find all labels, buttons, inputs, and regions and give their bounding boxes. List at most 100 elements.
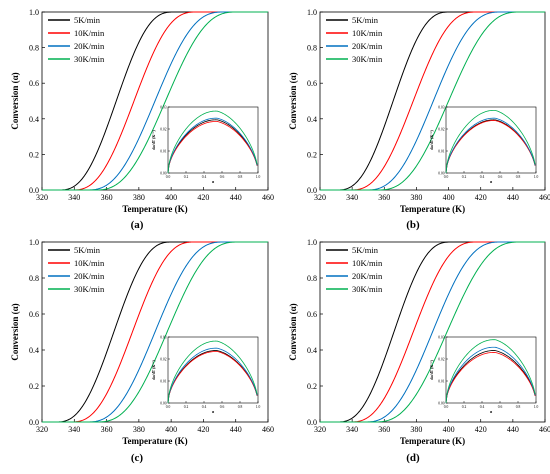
x-tick-label: 380 bbox=[133, 193, 145, 202]
inset-y-axis-label: dα/dT (K⁻¹) bbox=[152, 130, 156, 150]
inset-y-tick-label: 0.01 bbox=[438, 379, 444, 383]
x-tick-label: 340 bbox=[68, 425, 80, 434]
chart-panel-3: 320 340 360 380 400 420 440 460 0.0 0.2 0.4 0.6 0.8 1… bbox=[288, 238, 550, 464]
y-tick-label: 0.6 bbox=[307, 79, 317, 88]
x-tick-label: 320 bbox=[36, 193, 48, 202]
inset-series-line-2 bbox=[445, 117, 536, 174]
y-tick-label: 0.4 bbox=[29, 346, 39, 355]
chart-panel-1: 320 340 360 380 400 420 440 460 0.0 0.2 0.4 0.6 0.8 1… bbox=[288, 8, 550, 231]
y-tick-label: 0.6 bbox=[29, 79, 39, 88]
inset-series-line-3 bbox=[445, 339, 536, 404]
inset-series-line-2 bbox=[167, 117, 258, 174]
inset-x-tick-label: 0.4 bbox=[202, 175, 207, 179]
inset-series-line-1 bbox=[167, 121, 258, 174]
x-tick-label: 320 bbox=[314, 193, 326, 202]
legend-label: 20K/min bbox=[352, 271, 383, 281]
inset-x-tick-label: 0.2 bbox=[462, 175, 467, 179]
y-tick-label: 1.0 bbox=[307, 8, 317, 17]
y-tick-label: 0.2 bbox=[307, 150, 317, 159]
inset-series-line-2 bbox=[445, 346, 536, 404]
y-tick-label: 0.0 bbox=[307, 418, 317, 427]
x-tick-label: 460 bbox=[262, 193, 274, 202]
x-tick-label: 400 bbox=[165, 425, 177, 434]
legend-label: 20K/min bbox=[74, 271, 105, 281]
inset-x-tick-label: 0.2 bbox=[184, 175, 189, 179]
x-tick-label: 400 bbox=[443, 425, 455, 434]
x-tick-label: 380 bbox=[133, 425, 145, 434]
y-axis-label: Conversion (α) bbox=[10, 72, 20, 129]
inset-x-tick-label: 1.0 bbox=[534, 405, 539, 409]
inset-y-tick-label: 0.01 bbox=[160, 379, 166, 383]
inset-series-line-0 bbox=[167, 119, 258, 174]
inset-series-line-1 bbox=[445, 352, 536, 404]
inset-y-tick-label: 0.02 bbox=[160, 127, 166, 131]
inset-x-axis-label: α bbox=[212, 409, 215, 414]
legend-label: 10K/min bbox=[352, 28, 383, 38]
inset-x-tick-label: 0.8 bbox=[516, 405, 521, 409]
x-tick-label: 440 bbox=[230, 425, 242, 434]
inset-x-tick-label: 0.6 bbox=[498, 405, 503, 409]
y-tick-label: 0.4 bbox=[307, 115, 317, 124]
inset-x-tick-label: 0.0 bbox=[166, 405, 171, 409]
inset-y-tick-label: 0.01 bbox=[160, 149, 166, 153]
y-tick-label: 1.0 bbox=[307, 238, 317, 247]
inset-x-tick-label: 1.0 bbox=[256, 405, 261, 409]
x-tick-label: 440 bbox=[507, 425, 519, 434]
series-line-30K-per-min bbox=[320, 11, 545, 191]
inset-x-tick-label: 0.0 bbox=[166, 175, 171, 179]
inset-x-tick-label: 0.0 bbox=[444, 175, 449, 179]
inset-y-tick-label: 0.02 bbox=[438, 357, 444, 361]
series-line-30K-per-min bbox=[42, 241, 268, 423]
x-tick-label: 380 bbox=[410, 425, 422, 434]
plot-frame bbox=[319, 11, 546, 191]
panel-label: (b) bbox=[406, 219, 420, 231]
inset-x-tick-label: 0.4 bbox=[202, 405, 207, 409]
x-tick-label: 360 bbox=[101, 425, 113, 434]
inset-x-tick-label: 0.2 bbox=[184, 405, 189, 409]
legend-label: 30K/min bbox=[74, 284, 105, 294]
y-tick-label: 0.8 bbox=[307, 274, 317, 283]
x-tick-label: 420 bbox=[475, 193, 487, 202]
legend-label: 5K/min bbox=[74, 15, 101, 25]
inset-x-tick-label: 0.6 bbox=[220, 175, 225, 179]
legend-label: 5K/min bbox=[352, 15, 379, 25]
inset-x-tick-label: 0.8 bbox=[516, 175, 521, 179]
x-tick-label: 400 bbox=[443, 193, 455, 202]
inset-y-axis-label: dα/dT (K⁻¹) bbox=[430, 130, 434, 150]
x-tick-label: 340 bbox=[68, 193, 80, 202]
y-tick-label: 0.6 bbox=[29, 310, 39, 319]
x-tick-label: 340 bbox=[346, 193, 358, 202]
inset-x-tick-label: 0.4 bbox=[480, 405, 485, 409]
x-tick-label: 400 bbox=[165, 193, 177, 202]
y-tick-label: 1.0 bbox=[29, 8, 39, 17]
inset-x-tick-label: 0.4 bbox=[480, 175, 485, 179]
inset-x-axis-label: α bbox=[490, 409, 493, 414]
x-axis-label: Temperature (K) bbox=[400, 204, 465, 214]
inset-y-tick-label: 0.00 bbox=[438, 171, 444, 175]
inset-chart: 0.0 0.2 0.4 0.6 0.8 1.0 0.00 0.01 0.02 0.03 α dα/dT… bbox=[152, 105, 260, 184]
inset-x-tick-label: 0.6 bbox=[220, 405, 225, 409]
chart-panel-2: 320 340 360 380 400 420 440 460 0.0 0.2 0.4 0.6 0.8 1… bbox=[10, 238, 274, 464]
chart-panel-0: 320 340 360 380 400 420 440 460 0.0 0.2 0.4 0.6 0.8 1… bbox=[10, 8, 274, 231]
inset-x-tick-label: 0.8 bbox=[238, 405, 243, 409]
inset-y-tick-label: 0.03 bbox=[438, 105, 444, 109]
inset-series-line-3 bbox=[167, 340, 258, 404]
x-tick-label: 460 bbox=[539, 193, 550, 202]
inset-chart: 0.0 0.2 0.4 0.6 0.8 1.0 0.00 0.01 0.02 0.03 α dα/dT… bbox=[152, 335, 260, 414]
x-tick-label: 420 bbox=[197, 193, 209, 202]
y-tick-label: 0.8 bbox=[29, 44, 39, 53]
plot-frame bbox=[41, 11, 269, 191]
inset-series-line-1 bbox=[445, 120, 536, 174]
x-tick-label: 420 bbox=[197, 425, 209, 434]
legend-label: 30K/min bbox=[352, 284, 383, 294]
plot-frame bbox=[319, 241, 546, 423]
x-tick-label: 360 bbox=[378, 193, 390, 202]
inset-y-tick-label: 0.00 bbox=[438, 401, 444, 405]
legend-label: 10K/min bbox=[74, 258, 105, 268]
inset-x-axis-label: α bbox=[212, 179, 215, 184]
panel-label: (c) bbox=[131, 452, 144, 464]
inset-x-tick-label: 0.0 bbox=[444, 405, 449, 409]
legend-label: 30K/min bbox=[352, 54, 383, 64]
legend-label: 20K/min bbox=[352, 41, 383, 51]
inset-x-tick-label: 1.0 bbox=[256, 175, 261, 179]
